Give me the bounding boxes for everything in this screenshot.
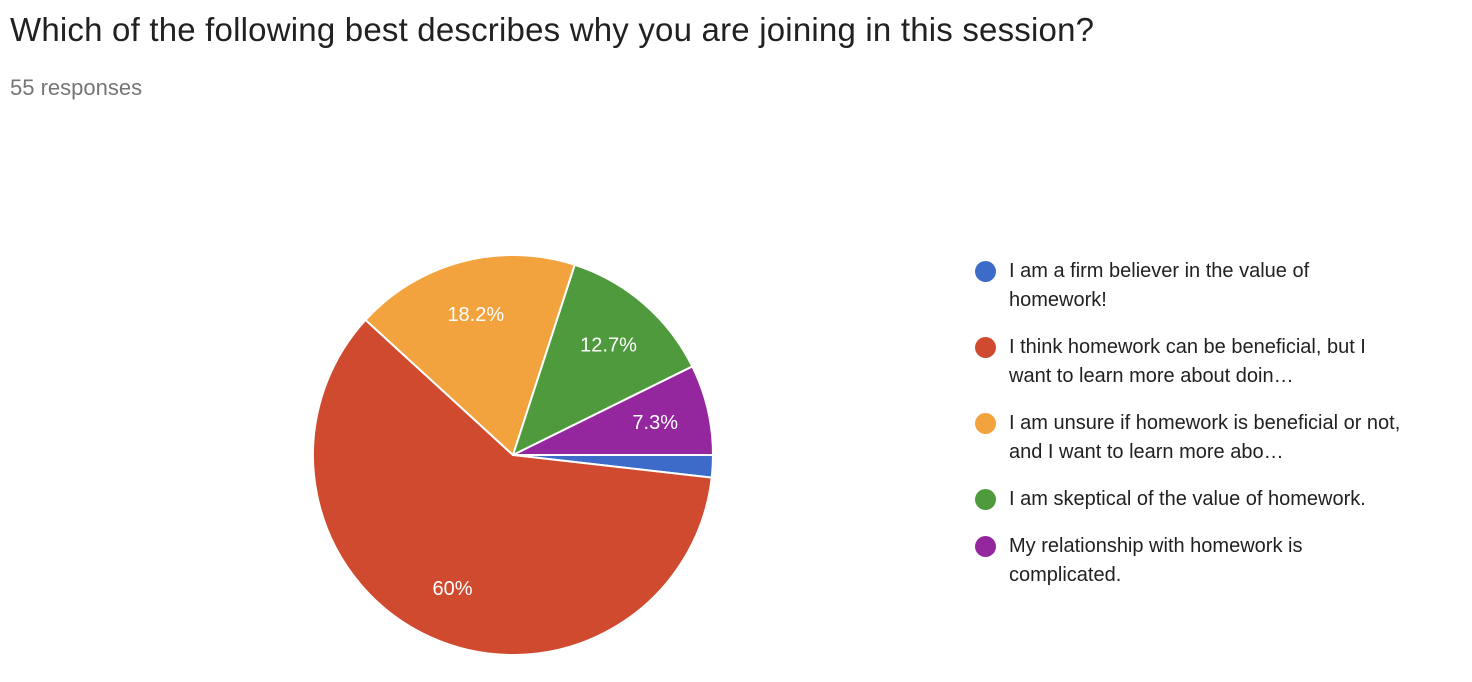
legend-color-dot	[975, 261, 996, 282]
legend-item: I am skeptical of the value of homework.	[975, 485, 1415, 514]
pie-slice-1	[312, 318, 713, 656]
legend-item-label: I am a firm believer in the value of hom…	[1009, 260, 1310, 311]
pie-slice-4	[512, 365, 714, 456]
pie-slice-percent-label: 60%	[432, 578, 472, 600]
legend-item: I think homework can be beneficial, but …	[975, 333, 1415, 391]
question-title: Which of the following best describes wh…	[10, 11, 1095, 48]
question-header: Which of the following best describes wh…	[10, 6, 1094, 101]
response-count: 55 responses	[10, 75, 143, 100]
pie-slice-percent-label: 7.3%	[632, 412, 678, 434]
legend-item-label: I think homework can be beneficial, but …	[1009, 336, 1366, 387]
legend-color-dot	[975, 489, 996, 510]
legend-item: I am unsure if homework is beneficial or…	[975, 409, 1415, 467]
legend-item-label: My relationship with homework is complic…	[1009, 535, 1303, 586]
legend-color-dot	[975, 536, 996, 557]
legend-item-label: I am unsure if homework is beneficial or…	[1009, 412, 1401, 463]
legend-color-dot	[975, 337, 996, 358]
pie-slice-3	[512, 263, 694, 456]
legend-item: I am a firm believer in the value of hom…	[975, 257, 1415, 315]
legend-item: My relationship with homework is complic…	[975, 532, 1415, 590]
legend: I am a firm believer in the value of hom…	[975, 257, 1415, 608]
pie-slice-percent-label: 12.7%	[580, 335, 637, 357]
pie-slice-2	[364, 254, 576, 456]
legend-item-label: I am skeptical of the value of homework.	[1009, 488, 1366, 510]
pie-chart: 60% 18.2% 12.7% 7.3%	[312, 254, 714, 656]
pie-slice-percent-label: 18.2%	[447, 304, 504, 326]
legend-color-dot	[975, 413, 996, 434]
